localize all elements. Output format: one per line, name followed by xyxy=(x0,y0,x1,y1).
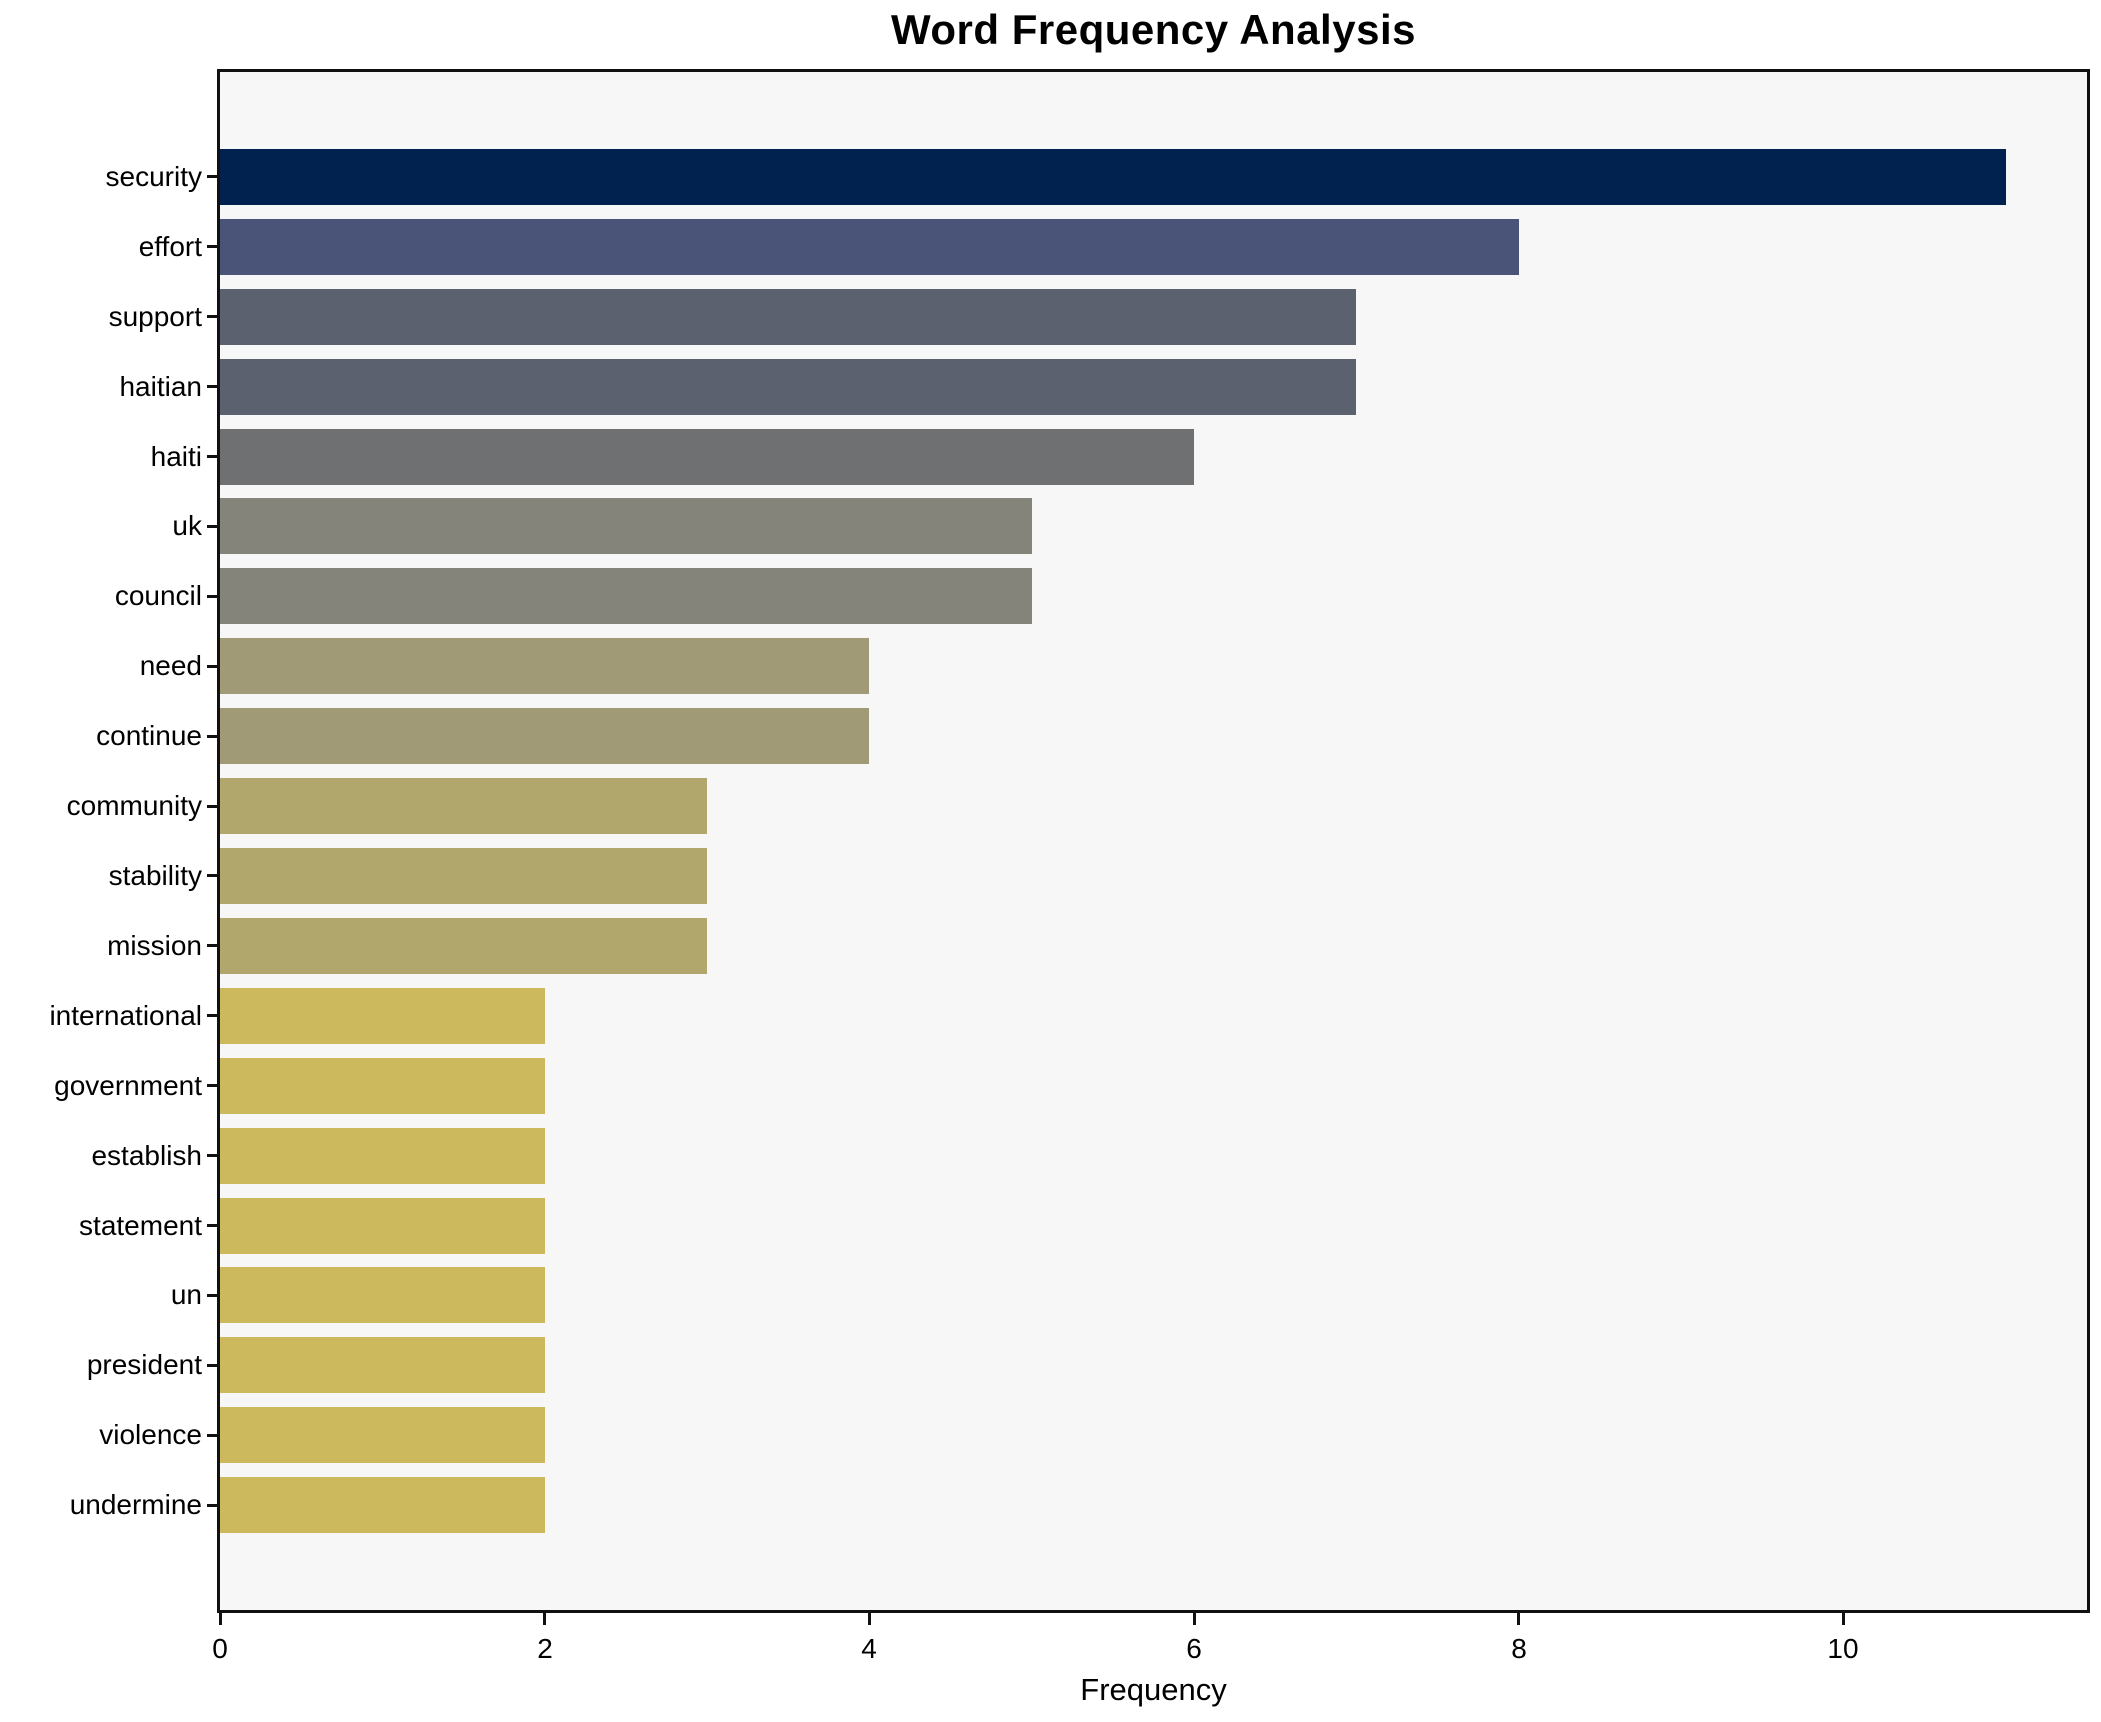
y-tick-mark xyxy=(207,525,217,528)
y-tick-label-council: council xyxy=(114,580,202,611)
y-tick-label-community: community xyxy=(66,790,202,821)
bar-need xyxy=(220,638,869,694)
bar-community xyxy=(220,778,707,834)
y-tick-label-international: international xyxy=(49,1000,202,1031)
y-tick-label-uk: uk xyxy=(172,510,202,541)
plot-area xyxy=(217,69,2090,1613)
x-axis-label: Frequency xyxy=(1080,1672,1227,1707)
y-tick-mark xyxy=(207,315,217,318)
y-tick-label-undermine: undermine xyxy=(69,1489,202,1520)
x-tick-label-10: 10 xyxy=(1827,1633,1859,1664)
bar-statement xyxy=(220,1198,545,1254)
y-tick-mark xyxy=(207,595,217,598)
y-tick-mark xyxy=(207,944,217,947)
bar-undermine xyxy=(220,1477,545,1533)
y-tick-mark xyxy=(207,245,217,248)
bar-support xyxy=(220,289,1356,345)
y-tick-mark xyxy=(207,735,217,738)
y-tick-mark xyxy=(207,1154,217,1157)
bar-uk xyxy=(220,498,1032,554)
y-tick-label-un: un xyxy=(170,1279,202,1310)
y-tick-label-stability: stability xyxy=(108,860,202,891)
bar-continue xyxy=(220,708,869,764)
y-tick-mark xyxy=(207,385,217,388)
bar-haitian xyxy=(220,359,1356,415)
bar-president xyxy=(220,1337,545,1393)
x-tick-mark xyxy=(1517,1613,1520,1625)
bar-effort xyxy=(220,219,1519,275)
bar-mission xyxy=(220,918,707,974)
bar-international xyxy=(220,988,545,1044)
y-tick-label-effort: effort xyxy=(138,231,202,262)
x-tick-mark xyxy=(543,1613,546,1625)
bar-establish xyxy=(220,1128,545,1184)
bar-un xyxy=(220,1267,545,1323)
x-tick-mark xyxy=(868,1613,871,1625)
x-tick-mark xyxy=(1842,1613,1845,1625)
bar-council xyxy=(220,568,1032,624)
bar-stability xyxy=(220,848,707,904)
y-tick-label-continue: continue xyxy=(96,720,202,751)
bar-haiti xyxy=(220,429,1194,485)
y-tick-label-statement: statement xyxy=(79,1210,202,1241)
bar-government xyxy=(220,1058,545,1114)
y-tick-mark xyxy=(207,1294,217,1297)
y-tick-label-need: need xyxy=(139,650,202,681)
x-tick-label-6: 6 xyxy=(1186,1633,1202,1664)
y-tick-label-violence: violence xyxy=(99,1419,202,1450)
x-tick-label-0: 0 xyxy=(212,1633,228,1664)
y-tick-mark xyxy=(207,1224,217,1227)
y-tick-label-support: support xyxy=(108,301,202,332)
y-tick-mark xyxy=(207,175,217,178)
y-tick-label-president: president xyxy=(86,1349,202,1380)
y-tick-mark xyxy=(207,1014,217,1017)
y-tick-label-security: security xyxy=(105,161,202,192)
y-tick-mark xyxy=(207,1504,217,1507)
bar-security xyxy=(220,149,2006,205)
y-tick-label-haitian: haitian xyxy=(119,371,202,402)
x-tick-label-8: 8 xyxy=(1511,1633,1527,1664)
x-tick-mark xyxy=(1193,1613,1196,1625)
x-tick-mark xyxy=(219,1613,222,1625)
y-tick-mark xyxy=(207,805,217,808)
x-tick-label-4: 4 xyxy=(861,1633,877,1664)
y-tick-label-government: government xyxy=(54,1070,202,1101)
y-tick-mark xyxy=(207,874,217,877)
y-tick-mark xyxy=(207,455,217,458)
y-tick-mark xyxy=(207,1084,217,1087)
y-tick-mark xyxy=(207,1364,217,1367)
y-tick-mark xyxy=(207,665,217,668)
x-tick-label-2: 2 xyxy=(537,1633,553,1664)
bar-violence xyxy=(220,1407,545,1463)
y-tick-label-establish: establish xyxy=(91,1140,202,1171)
chart-title: Word Frequency Analysis xyxy=(891,6,1416,53)
y-tick-label-haiti: haiti xyxy=(150,441,202,472)
y-tick-label-mission: mission xyxy=(107,930,202,961)
y-tick-mark xyxy=(207,1434,217,1437)
